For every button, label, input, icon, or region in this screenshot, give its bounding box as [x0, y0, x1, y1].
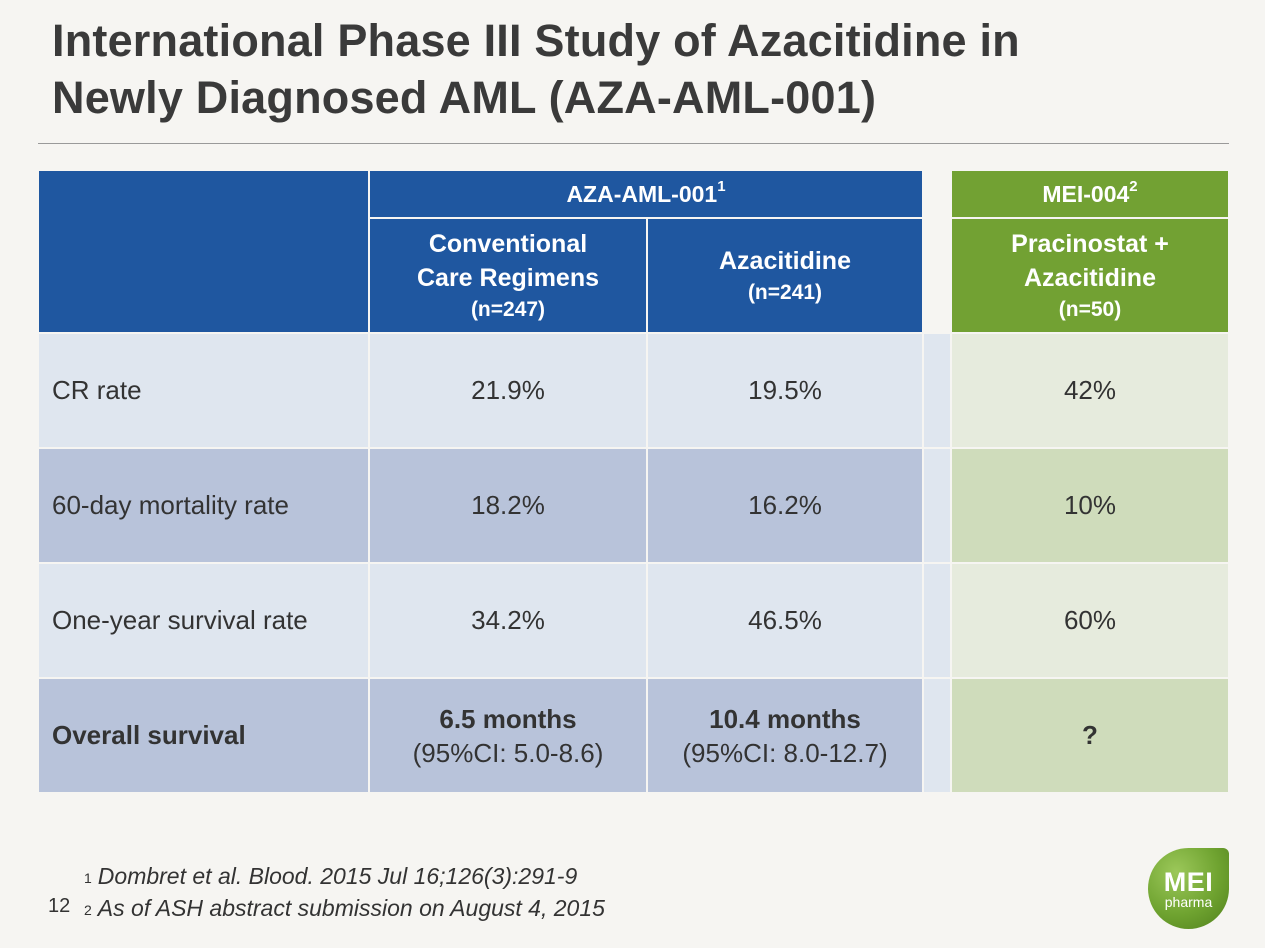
footnotes: 1 Dombret et al. Blood. 2015 Jul 16;126(3… [84, 860, 605, 924]
column-header-line: Pracinostat + [1011, 229, 1169, 258]
footnote-ref: 1 [717, 177, 726, 195]
table-cell: 21.9% [370, 334, 646, 447]
row-label-cr-rate: CR rate [39, 334, 368, 447]
column-header-line: Care Regimens [416, 263, 600, 292]
title-line-2: Newly Diagnosed AML (AZA-AML-001) [52, 72, 877, 123]
group-header-aza-aml-001: AZA-AML-0011 [370, 171, 922, 217]
column-header-n: (n=241) [747, 280, 823, 304]
column-header-pracinostat-azacitidine: Pracinostat + Azacitidine (n=50) [952, 219, 1228, 332]
cell-value: 46.5% [748, 605, 822, 635]
group-header-label: AZA-AML-001 [566, 180, 718, 207]
footnote-ref: 2 [1129, 177, 1138, 195]
column-header-line: Azacitidine [719, 246, 851, 275]
footnote-text: As of ASH abstract submission on August … [97, 895, 605, 921]
table-cell: ? [952, 679, 1228, 792]
cell-months: 10.4 months [709, 703, 861, 734]
cell-value: 18.2% [471, 490, 545, 520]
title-line-1: International Phase III Study of Azaciti… [52, 15, 1020, 66]
cell-value: 34.2% [471, 605, 545, 635]
row-label-one-year-survival: One-year survival rate [39, 564, 368, 677]
table-cell: 10% [952, 449, 1228, 562]
cell-value: 16.2% [748, 490, 822, 520]
table-cell: 34.2% [370, 564, 646, 677]
table-cell: 6.5 months (95%CI: 5.0-8.6) [370, 679, 646, 792]
row-label-text: 60-day mortality rate [52, 490, 289, 520]
mei-pharma-logo: MEI pharma [1148, 848, 1229, 929]
group-header-label: MEI-004 [1042, 180, 1130, 207]
column-header-line: Azacitidine [1024, 263, 1156, 292]
group-header-mei-004: MEI-0042 [952, 171, 1228, 217]
column-header-conventional-care: Conventional Care Regimens (n=247) [370, 219, 646, 332]
cell-value: 21.9% [471, 375, 545, 405]
header-empty-cell [39, 171, 368, 332]
table-cell: 16.2% [648, 449, 922, 562]
column-header-line: Conventional [428, 229, 588, 258]
footnote-2: 2 As of ASH abstract submission on August… [84, 892, 605, 924]
table-cell: 60% [952, 564, 1228, 677]
row-label-60-day-mortality: 60-day mortality rate [39, 449, 368, 562]
cell-value: 42% [1063, 375, 1117, 405]
cell-ci: (95%CI: 8.0-12.7) [682, 737, 888, 768]
logo-subtext: pharma [1164, 893, 1213, 910]
footnote-marker: 2 [84, 902, 92, 918]
table-cell: 42% [952, 334, 1228, 447]
logo-text: MEI [1163, 866, 1214, 897]
row-label-overall-survival: Overall survival [39, 679, 368, 792]
row-label-text: One-year survival rate [52, 605, 308, 635]
row-label-text: CR rate [52, 375, 142, 405]
footnote-text: Dombret et al. Blood. 2015 Jul 16;126(3)… [97, 863, 578, 889]
spacer-cell [924, 679, 950, 792]
cell-value: 60% [1063, 605, 1117, 635]
table-cell: 18.2% [370, 449, 646, 562]
cell-value: 10% [1063, 490, 1117, 520]
cell-value: ? [1082, 720, 1098, 750]
table-cell: 46.5% [648, 564, 922, 677]
spacer-cell [924, 564, 950, 677]
title-divider [38, 143, 1229, 144]
column-header-n: (n=247) [470, 297, 546, 321]
footnote-1: 1 Dombret et al. Blood. 2015 Jul 16;126(3… [84, 860, 605, 892]
table-cell: 10.4 months (95%CI: 8.0-12.7) [648, 679, 922, 792]
table-cell: 19.5% [648, 334, 922, 447]
cell-ci: (95%CI: 5.0-8.6) [412, 737, 604, 768]
spacer-cell [924, 334, 950, 447]
cell-value: 19.5% [748, 375, 822, 405]
page-number: 12 [48, 895, 71, 917]
footnote-marker: 1 [84, 870, 92, 886]
slide-title: International Phase III Study of Azaciti… [52, 12, 1232, 126]
spacer-cell [924, 449, 950, 562]
column-header-n: (n=50) [1058, 297, 1122, 321]
column-header-azacitidine: Azacitidine (n=241) [648, 219, 922, 332]
row-label-text: Overall survival [52, 720, 246, 750]
cell-months: 6.5 months [439, 703, 577, 734]
